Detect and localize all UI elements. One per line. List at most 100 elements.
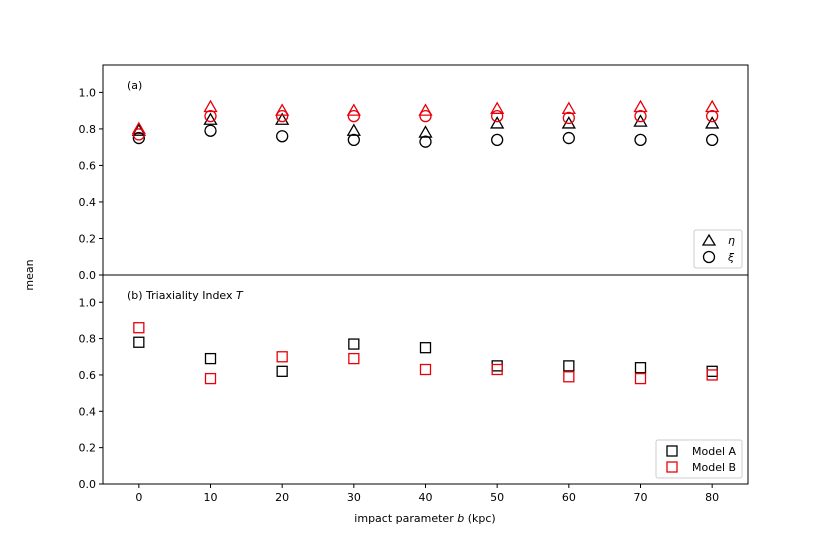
- panel-a-points: [131, 99, 720, 148]
- panel-b-series-0-square-point: [204, 352, 217, 365]
- panel-a-frame: [102, 64, 749, 276]
- legend-model-a-label: Model A: [692, 445, 737, 458]
- y-tick-label: 0.0: [79, 269, 97, 282]
- legend-eta-label: η: [728, 234, 735, 247]
- panel-a-series-3-circle-point: [634, 109, 647, 123]
- panel-b-series-1-square-point: [133, 322, 145, 334]
- x-axis-ticks: 0 10 20 30 40 50 60 70 80: [135, 484, 719, 504]
- panel-a-series-1-triangle-point: [705, 99, 720, 113]
- x-tick-label: 80: [705, 491, 719, 504]
- x-tick-label: 60: [562, 491, 576, 504]
- panel-a-series-3-circle-point: [419, 109, 432, 123]
- panel-b-series-1-square-point: [348, 352, 360, 365]
- panel-a-series-0-triangle-point: [705, 116, 720, 129]
- panel-a-series-0-triangle-point: [418, 125, 433, 138]
- x-axis-label: impact parameter b (kpc): [354, 512, 495, 525]
- y-tick-label: 0.4: [79, 196, 97, 209]
- panel-a-series-0-triangle-point: [346, 123, 361, 136]
- panel-a-legend: η ξ: [693, 229, 743, 269]
- legend-model-b-marker: [666, 461, 678, 473]
- x-tick-label: 50: [490, 491, 504, 504]
- panel-a: (a) 0.0 0.2 0.4 0.6 0.8 1.0 η ξ: [79, 79, 743, 282]
- y-tick-label: 0.8: [79, 333, 97, 346]
- panel-a-series-3-circle-point: [706, 109, 719, 123]
- x-tick-label: 0: [135, 491, 142, 504]
- panel-b-points: [133, 322, 718, 385]
- x-axis-label-text: impact parameter: [354, 512, 457, 525]
- y-tick-label: 0.6: [79, 369, 97, 382]
- panel-b-series-1-square-point: [419, 363, 432, 376]
- panel-b-series-1-square-point: [276, 351, 288, 363]
- y-axis-label: mean: [23, 259, 36, 290]
- panel-b-series-1-square-point: [634, 372, 647, 385]
- y-tick-label: 0.6: [79, 159, 97, 172]
- legend-model-a-marker: [666, 445, 678, 457]
- panel-a-series-2-circle-point: [706, 133, 719, 147]
- panel-b-label-symbol: T: [236, 289, 244, 302]
- panel-a-series-3-circle-point: [562, 111, 575, 125]
- y-tick-label: 0.2: [79, 442, 97, 455]
- panel-a-series-1-triangle-point: [633, 99, 648, 113]
- panel-a-series-1-triangle-point: [561, 101, 576, 114]
- panel-a-series-2-circle-point: [491, 133, 504, 147]
- panel-a-series-3-circle-point: [491, 109, 504, 123]
- y-tick-label: 1.0: [79, 86, 97, 99]
- panel-a-series-0-triangle-point: [275, 112, 290, 125]
- panel-b-label: (b) Triaxiality Index T: [127, 289, 244, 302]
- panel-a-series-0-triangle-point: [203, 112, 218, 125]
- panel-a-series-2-circle-point: [562, 131, 575, 145]
- panel-a-series-3-circle-point: [132, 128, 145, 141]
- panel-a-series-3-circle-point: [347, 109, 360, 123]
- panel-a-series-2-circle-point: [347, 133, 360, 147]
- panel-a-y-ticks: 0.0 0.2 0.4 0.6 0.8 1.0: [79, 86, 103, 282]
- panel-b-y-ticks: 0.0 0.2 0.4 0.6 0.8 1.0: [79, 296, 103, 491]
- panel-b-legend: Model A Model B: [655, 439, 743, 479]
- x-tick-label: 20: [275, 491, 289, 504]
- panel-b: (b) Triaxiality Index T 0.0 0.2 0.4 0.6 0.8 1…: [79, 289, 743, 491]
- x-axis-label-symbol: b: [457, 512, 464, 525]
- panel-b-frame: [102, 274, 749, 485]
- legend-model-b-label: Model B: [692, 461, 736, 474]
- panel-b-series-1-square-point: [204, 372, 217, 385]
- panel-b-series-0-square-point: [634, 362, 647, 374]
- panel-a-series-0-triangle-point: [490, 116, 505, 129]
- x-tick-label: 10: [204, 491, 218, 504]
- panel-a-series-2-circle-point: [419, 135, 432, 148]
- panel-a-series-2-circle-point: [204, 124, 217, 137]
- y-tick-label: 0.0: [79, 478, 97, 491]
- panel-a-series-1-triangle-point: [346, 103, 361, 116]
- panel-b-series-1-square-point: [563, 371, 575, 383]
- panel-a-series-0-triangle-point: [561, 116, 576, 129]
- panel-a-series-0-triangle-point: [633, 114, 648, 127]
- panel-b-series-1-square-point: [491, 363, 503, 376]
- panel-a-series-1-triangle-point: [203, 99, 218, 113]
- x-tick-label: 40: [419, 491, 433, 504]
- x-axis-label-unit: (kpc): [464, 512, 495, 525]
- panel-a-series-2-circle-point: [132, 131, 145, 145]
- x-tick-label: 70: [634, 491, 648, 504]
- panel-a-series-2-circle-point: [276, 130, 289, 143]
- y-tick-label: 0.2: [79, 232, 97, 245]
- y-tick-label: 1.0: [79, 296, 97, 309]
- panel-b-series-0-square-point: [563, 360, 575, 372]
- panel-a-label: (a): [127, 79, 142, 92]
- panel-a-series-1-triangle-point: [490, 101, 505, 114]
- legend-circle-marker: [702, 250, 716, 264]
- y-tick-label: 0.4: [79, 405, 97, 418]
- panel-a-series-1-triangle-point: [131, 121, 146, 135]
- panel-b-series-0-square-point: [706, 365, 718, 377]
- panel-b-series-0-square-point: [133, 336, 145, 348]
- x-tick-label: 30: [347, 491, 361, 504]
- panel-b-series-0-square-point: [419, 342, 432, 354]
- panel-a-series-1-triangle-point: [418, 103, 433, 116]
- y-tick-label: 0.8: [79, 123, 97, 136]
- panel-b-series-0-square-point: [491, 360, 503, 372]
- legend-xi-label: ξ: [727, 251, 735, 264]
- panel-a-series-2-circle-point: [634, 133, 647, 147]
- legend-triangle-marker: [701, 233, 717, 246]
- panel-b-series-0-square-point: [276, 365, 288, 377]
- panel-b-series-1-square-point: [706, 369, 718, 381]
- panel-a-series-3-circle-point: [276, 109, 289, 123]
- panel-a-series-1-triangle-point: [275, 103, 290, 116]
